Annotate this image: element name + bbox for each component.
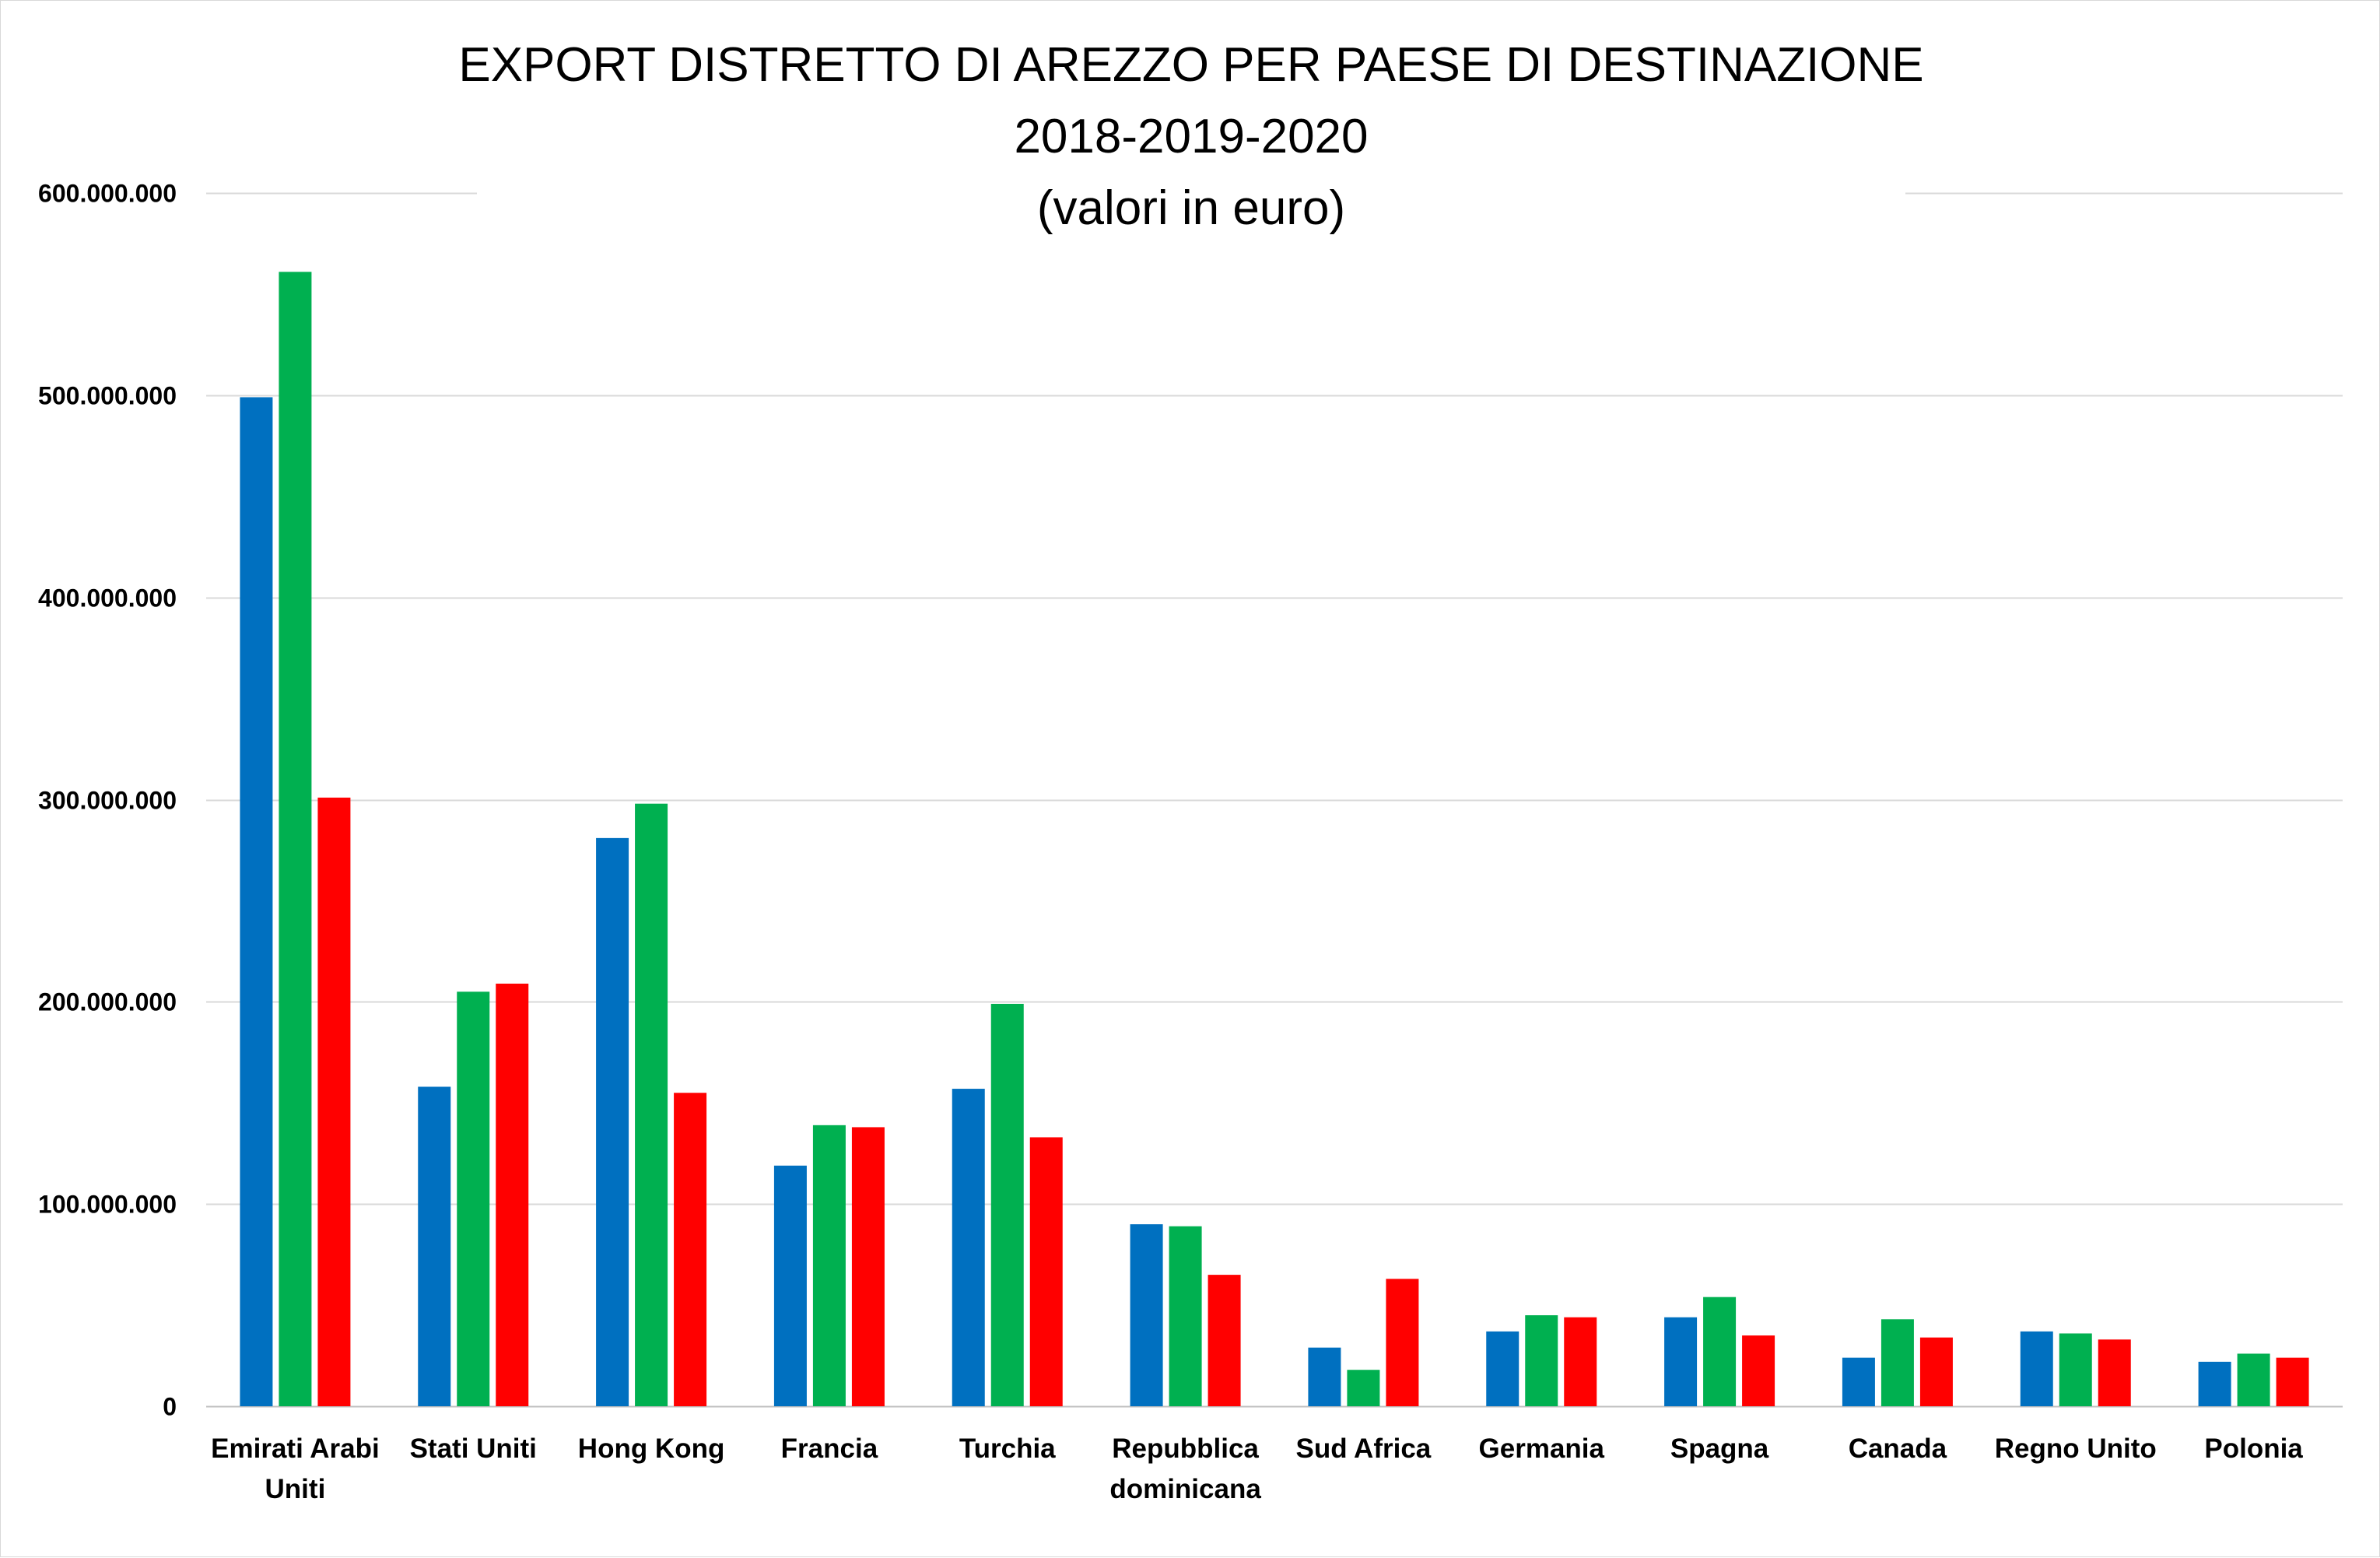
- bar: [1130, 1224, 1163, 1406]
- x-tick-label: Polonia: [2204, 1433, 2303, 1464]
- bar: [496, 983, 529, 1406]
- bar: [990, 1003, 1024, 1406]
- bar: [1169, 1226, 1202, 1406]
- x-tick-label: dominicana: [1109, 1474, 1261, 1504]
- y-tick-label: 400.000.000: [38, 584, 177, 612]
- x-tick-label: Stati Uniti: [410, 1433, 537, 1464]
- bar: [1525, 1315, 1558, 1406]
- chart-title: EXPORT DISTRETTO DI AREZZO PER PAESE DI …: [458, 32, 1924, 242]
- title-line: (valori in euro): [1037, 181, 1345, 235]
- bar: [2020, 1331, 2053, 1406]
- bar: [2059, 1333, 2092, 1406]
- bar: [674, 1093, 707, 1406]
- bar: [635, 803, 668, 1406]
- bar: [1029, 1137, 1063, 1406]
- x-tick-label: Emirati Arabi: [211, 1433, 380, 1464]
- bar: [2237, 1353, 2270, 1406]
- x-tick-label: Repubblica: [1112, 1433, 1259, 1464]
- y-tick-label: 0: [163, 1393, 177, 1421]
- bar: [1664, 1317, 1698, 1406]
- bar: [851, 1127, 885, 1406]
- bar: [457, 991, 490, 1406]
- x-tick-label: Uniti: [265, 1474, 326, 1504]
- bar: [596, 837, 629, 1406]
- bar: [773, 1165, 807, 1406]
- bar: [1486, 1331, 1519, 1406]
- bar: [240, 397, 273, 1407]
- y-tick-label: 200.000.000: [38, 988, 177, 1016]
- bar: [1842, 1357, 1875, 1406]
- bar: [1703, 1297, 1737, 1406]
- x-tick-label: Germania: [1479, 1433, 1605, 1464]
- bar: [1919, 1337, 1953, 1406]
- x-tick-label: Canada: [1849, 1433, 1947, 1464]
- x-tick-label: Regno Unito: [1995, 1433, 2157, 1464]
- y-tick-label: 600.000.000: [38, 180, 177, 208]
- bar: [418, 1086, 451, 1406]
- bar: [1347, 1370, 1380, 1406]
- bar: [1742, 1335, 1775, 1406]
- title-line: EXPORT DISTRETTO DI AREZZO PER PAESE DI …: [458, 38, 1923, 92]
- bar: [1308, 1347, 1341, 1406]
- bar: [317, 797, 351, 1406]
- x-tick-label: Francia: [781, 1433, 878, 1464]
- bar: [1208, 1275, 1241, 1406]
- bar: [952, 1089, 985, 1406]
- bar: [2098, 1339, 2131, 1406]
- bar: [2276, 1357, 2309, 1406]
- y-tick-label: 500.000.000: [38, 382, 177, 410]
- title-line: 2018-2019-2020: [1014, 110, 1368, 163]
- x-tick-label: Hong Kong: [578, 1433, 725, 1464]
- bar: [1564, 1317, 1597, 1406]
- x-tick-label: Turchia: [959, 1433, 1056, 1464]
- y-tick-label: 300.000.000: [38, 787, 177, 815]
- bar: [1386, 1279, 1419, 1406]
- title-background: [477, 32, 1905, 242]
- x-axis-ticks: Emirati Arabi Uniti Stati Uniti Hong Kong Fr…: [211, 1433, 2303, 1504]
- bar: [1881, 1319, 1914, 1406]
- y-axis-ticks: 0 100.000.000 200.000.000 300.000.000 400.00…: [38, 180, 177, 1421]
- x-tick-label: Spagna: [1670, 1433, 1769, 1464]
- bar: [2198, 1361, 2231, 1406]
- bar: [279, 272, 312, 1407]
- bar: [812, 1125, 846, 1406]
- y-tick-label: 100.000.000: [38, 1191, 177, 1219]
- x-tick-label: Sud Africa: [1296, 1433, 1432, 1464]
- bars: [240, 272, 2309, 1407]
